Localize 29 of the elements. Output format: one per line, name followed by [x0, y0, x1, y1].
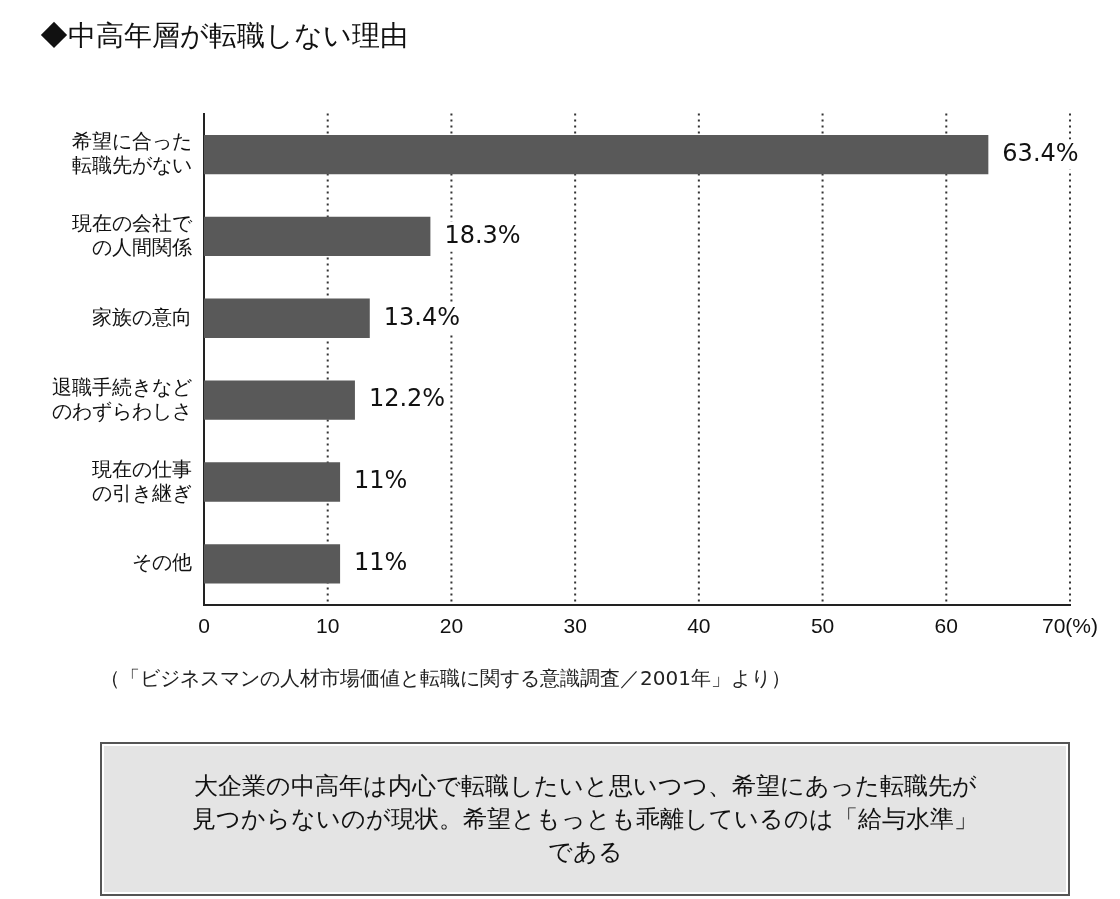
bar: [204, 380, 355, 420]
bar: [204, 134, 989, 175]
x-tick-label: 20: [439, 614, 464, 638]
y-tick-label: 退職手続きなどのわずらわしさ: [52, 375, 192, 423]
y-tick-label: 希望に合った転職先がない: [72, 130, 192, 177]
data-label: 11%: [354, 466, 408, 495]
bar: [204, 298, 370, 338]
data-label: 11%: [354, 548, 408, 577]
bar: [204, 544, 341, 584]
bar: [204, 216, 431, 257]
x-tick-label: 60: [934, 614, 958, 638]
x-tick-label: 30: [563, 614, 587, 638]
x-tick-label: 50: [810, 614, 835, 638]
x-tick-label: 70(%): [1041, 614, 1099, 638]
y-tick-label: 現在の会社での人間関係: [72, 211, 193, 258]
data-label: 13.4%: [383, 302, 461, 331]
y-tick-label: 家族の意向: [92, 305, 192, 328]
chart-title: ◆中高年層が転職しない理由: [40, 19, 408, 51]
text: 大企業の中高年は内心で転職したいと思いつつ、希望にあった転職先が見つからないのが現状。希望ともっとも乖離しているのは「給与水準」である: [191, 770, 979, 868]
data-label: 12.2%: [368, 384, 446, 413]
bar: [204, 462, 341, 502]
x-tick-label: 40: [687, 614, 711, 638]
x-tick-label: 10: [316, 614, 340, 638]
data-label: 18.3%: [444, 220, 521, 249]
text: （「ビジネスマンの人材市場価値と転職に関する意識調査／2001年」より）: [100, 665, 791, 692]
y-tick-label: その他: [132, 551, 192, 574]
x-tick-label: 0: [198, 614, 210, 638]
data-label: 63.4%: [1002, 138, 1079, 167]
y-tick-label: 現在の仕事の引き継ぎ: [92, 457, 192, 504]
